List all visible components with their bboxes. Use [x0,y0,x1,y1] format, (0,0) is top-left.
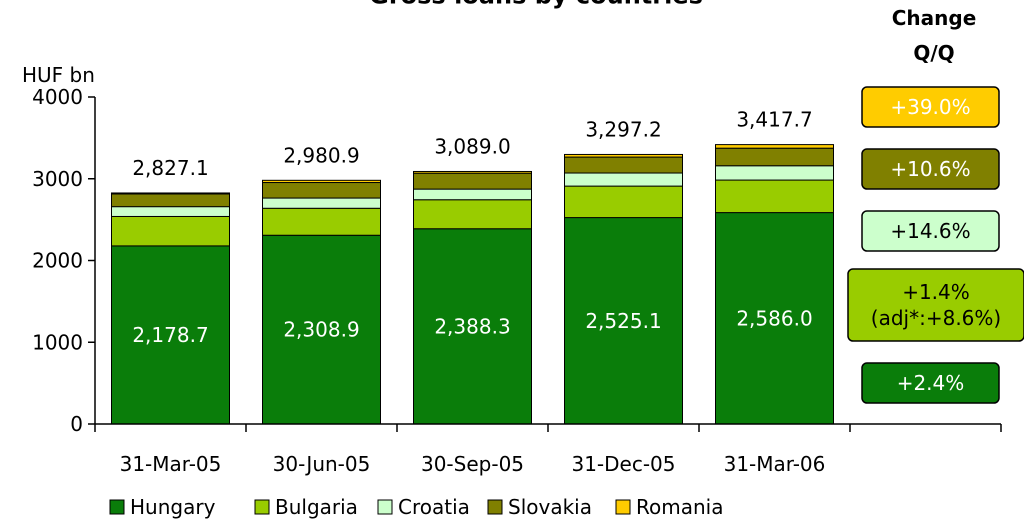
x-tick-label: 31-Mar-05 [120,452,222,476]
total-data-label: 2,827.1 [132,156,208,180]
bar-segment-croatia [413,188,532,201]
bar-segment-croatia [262,197,381,209]
hungary-data-label: 2,525.1 [585,309,661,333]
hungary-data-label: 2,388.3 [434,314,510,338]
chart-title: Gross loans by countries [369,0,703,10]
total-data-label: 3,297.2 [585,117,661,141]
total-data-label: 2,980.9 [283,143,359,167]
change-box-hungary [861,362,1000,404]
bar-segment-romania [413,170,532,174]
change-value-hungary: +2.4% [897,371,965,395]
legend-swatch-romania [615,499,631,515]
x-tick-label: 31-Dec-05 [571,452,675,476]
change-value-bulgaria: +1.4% [902,280,970,304]
bar-segment-croatia [111,206,230,217]
bar-segment-bulgaria [262,207,381,236]
change-header-line-1: Change [892,6,977,30]
legend-swatch-croatia [377,499,393,515]
change-value-romania: +39.0% [890,95,970,119]
bar-segment-croatia [564,172,683,187]
bar-segment-bulgaria [564,185,683,219]
change-box-bulgaria [847,268,1024,342]
hungary-data-label: 2,178.7 [132,323,208,347]
bar-segment-bulgaria [413,199,532,230]
change-value-croatia: +14.6% [890,219,970,243]
y-tick-label: 3000 [32,167,83,191]
x-tick-label: 31-Mar-06 [724,452,826,476]
bar-segment-slovakia [111,193,230,208]
legend-swatch-bulgaria [254,499,270,515]
change-value-slovakia: +10.6% [890,157,970,181]
legend-label-croatia: Croatia [398,495,470,519]
bar-segment-slovakia [413,172,532,190]
x-tick-label: 30-Sep-05 [421,452,524,476]
hungary-data-label: 2,586.0 [736,306,812,330]
x-tick-label: 30-Jun-05 [273,452,371,476]
y-axis-label: HUF bn [22,63,95,87]
y-tick-label: 4000 [32,85,83,109]
bar-segment-romania [262,179,381,184]
bar-segment-romania [715,144,834,149]
bar-segment-romania [111,192,230,195]
bar-segment-hungary [564,217,683,425]
hungary-data-label: 2,308.9 [283,318,359,342]
legend-label-bulgaria: Bulgaria [275,495,358,519]
bar-segment-slovakia [564,156,683,174]
change-box-croatia [861,210,1000,252]
bar-segment-hungary [262,234,381,425]
bar-segment-slovakia [262,182,381,199]
change-header-line-2: Q/Q [913,41,954,65]
change-value-bulgaria: (adj*:+8.6%) [871,306,1001,330]
change-box-slovakia [861,148,1000,190]
y-tick-label: 1000 [32,330,83,354]
total-data-label: 3,417.7 [736,108,812,132]
bar-segment-bulgaria [111,215,230,247]
change-box-romania [861,86,1000,128]
legend-label-romania: Romania [636,495,723,519]
bar-segment-hungary [111,245,230,425]
legend-label-slovakia: Slovakia [508,495,592,519]
total-data-label: 3,089.0 [434,134,510,158]
bar-segment-bulgaria [715,179,834,214]
y-tick-label: 0 [70,412,83,436]
y-tick-label: 2000 [32,249,83,273]
bar-segment-slovakia [715,147,834,167]
bar-segment-romania [564,153,683,158]
legend-swatch-hungary [109,499,125,515]
legend-label-hungary: Hungary [130,495,216,519]
bar-segment-croatia [715,165,834,181]
bar-segment-hungary [715,212,834,425]
legend-swatch-slovakia [487,499,503,515]
